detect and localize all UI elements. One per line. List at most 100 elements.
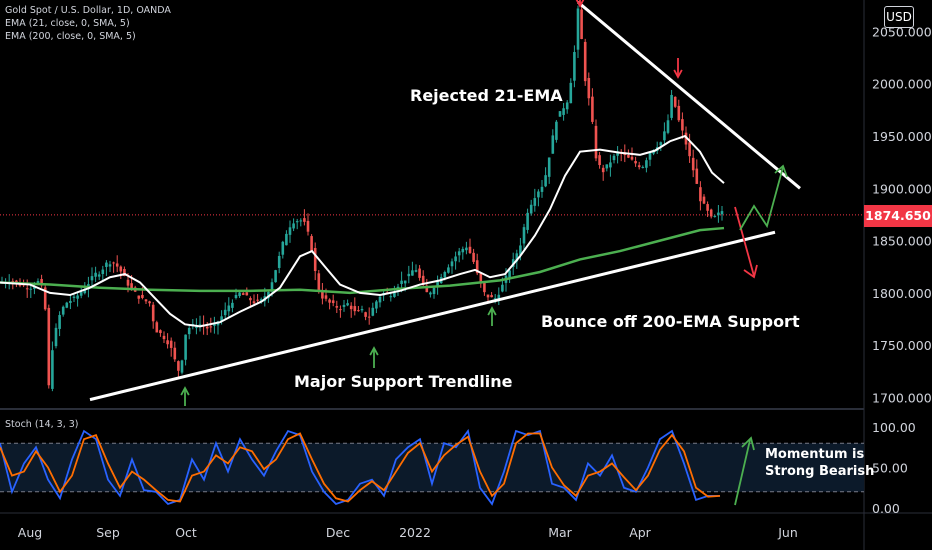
- candle-body: [331, 300, 335, 304]
- candle-body: [663, 131, 666, 141]
- projection-red-head: [743, 264, 758, 279]
- candle-body: [684, 132, 688, 145]
- candle-body: [324, 295, 328, 299]
- candle-body: [501, 284, 504, 292]
- price-axis-label: 1800.000: [872, 286, 932, 301]
- candle-body: [648, 152, 652, 160]
- price-axis-label: 1900.000: [872, 181, 932, 196]
- candle-body: [328, 299, 331, 303]
- candle-body: [641, 166, 645, 168]
- candle-body: [72, 296, 76, 298]
- candle-body: [292, 223, 295, 229]
- candle-body: [565, 102, 569, 110]
- candle-body: [141, 294, 144, 298]
- candle-body: [249, 298, 252, 301]
- candle-body: [371, 307, 375, 316]
- candle-body: [515, 253, 519, 262]
- candle-body: [630, 156, 634, 160]
- candle-body: [537, 191, 540, 198]
- candle-body: [411, 270, 414, 276]
- annotation-text: Bounce off 200-EMA Support: [541, 312, 800, 331]
- candle-body: [346, 303, 349, 306]
- candle-body: [115, 263, 119, 267]
- candle-body: [526, 212, 529, 230]
- candle-body: [645, 160, 648, 168]
- stoch-legend: Stoch (14, 3, 3): [5, 419, 79, 430]
- candle-body: [519, 245, 522, 255]
- candle-body: [691, 157, 695, 171]
- candle-body: [483, 283, 486, 293]
- red-down-arrow: [673, 58, 683, 79]
- candle-body: [609, 162, 612, 168]
- price-axis-label: 1700.000: [872, 391, 932, 406]
- candle-body: [267, 292, 270, 299]
- time-axis-label: Oct: [175, 525, 197, 540]
- candle-body: [666, 120, 670, 133]
- candle-body: [159, 330, 162, 334]
- price-axis-label: 1950.000: [872, 129, 932, 144]
- candle-body: [375, 301, 378, 309]
- candle-body: [713, 215, 717, 217]
- candle-body: [573, 52, 576, 81]
- candle-body: [317, 273, 321, 291]
- currency-button[interactable]: USD: [884, 6, 914, 28]
- candle-body: [245, 292, 249, 296]
- candle-body: [605, 164, 609, 169]
- candle-body: [36, 281, 40, 284]
- candle-body: [180, 360, 184, 373]
- candle-body: [558, 111, 562, 117]
- annotation-text: Major Support Trendline: [294, 372, 513, 391]
- candle-body: [151, 304, 155, 322]
- time-axis-label: Mar: [548, 525, 572, 540]
- candle-body: [529, 204, 533, 214]
- candle-body: [493, 298, 497, 300]
- candle-body: [94, 272, 97, 277]
- candle-body: [681, 119, 684, 131]
- candle-body: [465, 247, 468, 251]
- candle-body: [256, 299, 259, 301]
- candle-body: [454, 256, 457, 262]
- candle-body: [414, 270, 418, 272]
- price-axis-label: 1750.000: [872, 338, 932, 353]
- candle-body: [169, 340, 173, 348]
- candle-body: [241, 293, 245, 295]
- price-axis-label: 2000.000: [872, 77, 932, 92]
- candle-body: [54, 327, 58, 347]
- time-axis-label: Aug: [18, 525, 42, 540]
- candle-body: [43, 287, 47, 310]
- candle-body: [162, 335, 166, 340]
- candle-body: [555, 121, 558, 140]
- candle-body: [126, 279, 130, 286]
- red-down-arrow: [575, 0, 585, 8]
- candle-body: [659, 142, 663, 146]
- time-axis-label: Sep: [96, 525, 120, 540]
- candle-body: [285, 233, 288, 246]
- candle-body: [90, 276, 94, 281]
- stoch-d-line: [0, 432, 721, 503]
- candle-body: [699, 187, 702, 202]
- candle-body: [616, 151, 619, 156]
- candle-body: [634, 161, 637, 164]
- candle-body: [231, 302, 234, 308]
- candles: [0, 2, 724, 392]
- candle-body: [15, 280, 18, 283]
- momentum-arrow-shaft: [734, 439, 751, 506]
- candle-body: [378, 296, 382, 303]
- candle-body: [25, 288, 29, 290]
- candle-body: [475, 260, 479, 274]
- projection-red-leg: [734, 206, 755, 277]
- chart-title: Gold Spot / U.S. Dollar, 1D, OANDA: [5, 5, 171, 16]
- candle-body: [349, 305, 353, 310]
- green-up-arrow: [369, 346, 379, 368]
- candle-body: [205, 326, 209, 329]
- red-down-arrow-head: [673, 69, 683, 79]
- candle-body: [594, 125, 598, 159]
- candle-body: [717, 212, 720, 216]
- candle-body: [295, 221, 299, 223]
- candle-body: [97, 274, 101, 277]
- candle-body: [223, 309, 227, 316]
- candle-body: [198, 324, 202, 326]
- candle-body: [112, 262, 115, 264]
- candle-body: [335, 306, 339, 308]
